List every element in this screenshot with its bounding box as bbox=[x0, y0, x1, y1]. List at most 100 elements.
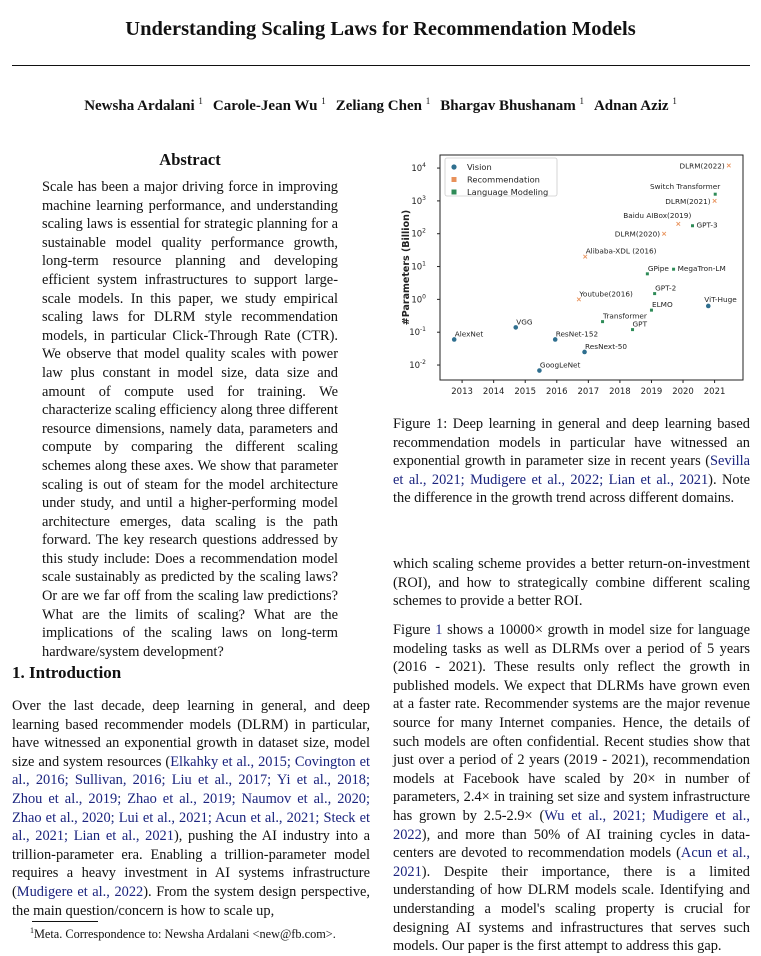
paper-title: Understanding Scaling Laws for Recommend… bbox=[125, 18, 636, 40]
text-run: ). Note the difference in the growth tre… bbox=[393, 471, 750, 507]
author-name: Carole-Jean Wu bbox=[212, 98, 318, 114]
footnote-text: Meta. Correspondence to: Newsha Ardalani… bbox=[34, 927, 336, 942]
author-affiliation-mark: 1 bbox=[425, 96, 431, 106]
data-point-label: Alibaba-XDL (2016) bbox=[586, 247, 657, 256]
x-tick-label: 2020 bbox=[672, 387, 694, 397]
x-tick-label: 2018 bbox=[609, 387, 631, 397]
author-name: Newsha Ardalani bbox=[84, 98, 195, 114]
y-tick-base: 10 bbox=[411, 164, 422, 174]
footnote: 1Meta. Correspondence to: Newsha Ardalan… bbox=[30, 926, 336, 942]
plot-frame bbox=[439, 154, 744, 381]
data-point-label: DLRM(2020) bbox=[615, 230, 660, 239]
text-run: ), pushing the AI industry into a trilli… bbox=[12, 828, 370, 900]
data-point bbox=[583, 254, 588, 259]
citation-link[interactable]: Wu et al., 2021; Mudigere et al., 2022 bbox=[393, 807, 750, 843]
data-point-stroke bbox=[676, 221, 681, 226]
footnote-rule bbox=[32, 921, 98, 922]
citation-link[interactable]: 1 bbox=[435, 622, 443, 638]
abstract-heading: Abstract bbox=[159, 150, 221, 169]
footnote-mark: 1 bbox=[30, 926, 34, 935]
x-tick-label: 2017 bbox=[578, 387, 600, 397]
data-point bbox=[645, 272, 649, 276]
y-tick-exponent: 0 bbox=[422, 293, 426, 300]
y-tick-label: 104 bbox=[411, 162, 426, 174]
text-run: ). From the system design perspective, t… bbox=[12, 883, 370, 919]
data-point-label: GPT-3 bbox=[697, 221, 718, 230]
y-tick-label: 102 bbox=[411, 228, 426, 240]
legend-label: Vision bbox=[467, 162, 492, 172]
citation-link[interactable]: Elkahky et al., 2015; Covington et al., … bbox=[12, 753, 370, 845]
data-point-stroke bbox=[583, 254, 588, 259]
legend-label: Recommendation bbox=[467, 175, 540, 185]
data-point-label: GPipe bbox=[648, 264, 670, 273]
y-tick-label: 100 bbox=[411, 293, 426, 305]
data-point bbox=[713, 192, 717, 196]
right-paragraph-2: Figure 1 shows a 10000× growth in model … bbox=[393, 621, 750, 956]
y-tick-exponent: -1 bbox=[420, 326, 426, 333]
y-tick-base: 10 bbox=[411, 263, 422, 273]
data-point bbox=[653, 292, 657, 296]
data-point bbox=[513, 325, 519, 330]
data-point-stroke bbox=[712, 198, 717, 204]
data-point bbox=[451, 337, 457, 342]
text-run: Over the last decade, deep learning in g… bbox=[12, 698, 370, 770]
author-affiliation-mark: 1 bbox=[321, 96, 326, 106]
legend-label: Language Modeling bbox=[467, 187, 548, 197]
right-paragraph-1: which scaling scheme provides a better r… bbox=[393, 555, 750, 611]
author: Bhargav Bhushanam 1 bbox=[440, 96, 584, 114]
citation-link[interactable]: Acun et al., 2021 bbox=[393, 845, 750, 880]
y-tick-exponent: 2 bbox=[422, 228, 426, 235]
data-point bbox=[582, 349, 587, 355]
y-tick-exponent: 4 bbox=[422, 162, 426, 169]
data-point-label: MegaTron-LM bbox=[678, 264, 726, 273]
citation-link[interactable]: Sevilla et al., 2021; Mudigere et al., 2… bbox=[393, 453, 750, 488]
x-tick-label: 2021 bbox=[704, 387, 726, 397]
data-point-label: VGG bbox=[516, 317, 533, 326]
citation-link[interactable]: Mudigere et al., 2022 bbox=[16, 883, 144, 900]
text-run: ). Despite their importance, there is a … bbox=[393, 863, 750, 955]
data-point-stroke bbox=[661, 231, 667, 236]
y-tick-base: 10 bbox=[411, 197, 422, 207]
y-tick-exponent: 1 bbox=[422, 261, 426, 268]
data-point-label: GPT bbox=[633, 320, 648, 329]
x-tick-label: 2015 bbox=[514, 387, 536, 397]
y-axis-label: #Parameters (Billion) bbox=[401, 210, 412, 325]
author-affiliation-mark: 1 bbox=[579, 96, 584, 106]
data-point-label: GoogLeNet bbox=[540, 361, 581, 370]
x-tick-label: 2014 bbox=[483, 387, 505, 397]
data-point-label: Switch Transformer bbox=[650, 182, 720, 191]
legend-box bbox=[444, 157, 558, 197]
y-tick-base: 10 bbox=[411, 295, 422, 305]
data-point bbox=[705, 303, 711, 309]
figure-caption: Figure 1: Deep learning in general and d… bbox=[393, 415, 750, 508]
text-run: shows a 10000× growth in model size for … bbox=[393, 622, 750, 824]
title-rule bbox=[12, 65, 750, 66]
data-point bbox=[601, 320, 605, 324]
abstract-text: Scale has been a major driving force in … bbox=[42, 179, 338, 660]
data-point bbox=[552, 337, 558, 342]
author-name: Bhargav Bhushanam bbox=[440, 98, 576, 114]
data-point bbox=[661, 231, 667, 236]
legend-marker-language-modeling bbox=[451, 189, 457, 195]
author: Newsha Ardalani 1 bbox=[84, 96, 203, 114]
author-affiliation-mark: 1 bbox=[672, 96, 677, 106]
y-tick-base: 10 bbox=[409, 328, 420, 338]
data-point bbox=[712, 198, 717, 204]
legend-marker-vision bbox=[451, 164, 457, 170]
data-point-stroke bbox=[726, 163, 731, 168]
data-point bbox=[631, 328, 635, 332]
data-point-label: ELMO bbox=[652, 300, 673, 309]
data-point bbox=[649, 308, 653, 312]
y-tick-base: 10 bbox=[411, 230, 422, 240]
data-point-label: DLRM(2022) bbox=[679, 161, 724, 170]
y-tick-exponent: -2 bbox=[420, 359, 426, 366]
text-run: ), and more than 50% of AI training cycl… bbox=[393, 826, 750, 862]
author-name: Adnan Aziz bbox=[593, 98, 669, 114]
x-tick-label: 2013 bbox=[451, 387, 473, 397]
data-point-label: Baidu AIBox(2019) bbox=[623, 211, 691, 220]
data-point bbox=[676, 221, 681, 226]
author-name: Zeliang Chen bbox=[335, 98, 422, 114]
data-point bbox=[691, 224, 694, 228]
y-tick-exponent: 3 bbox=[422, 195, 426, 202]
y-tick-label: 10-1 bbox=[409, 326, 426, 338]
